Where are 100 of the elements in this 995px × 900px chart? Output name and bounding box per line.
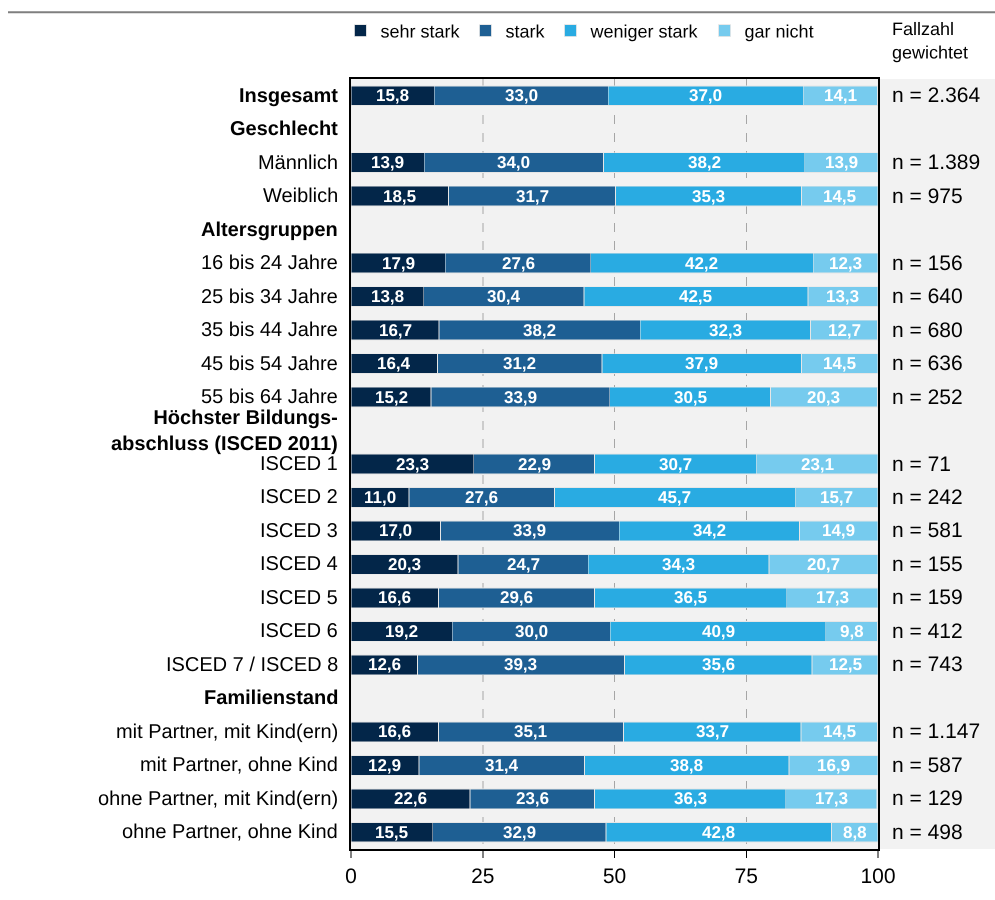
data-label: 17,0 <box>379 521 412 540</box>
data-label: 16,4 <box>377 354 411 373</box>
data-label: 15,7 <box>820 488 854 507</box>
y2-tick-label: n = 159 <box>892 586 963 609</box>
data-label: 23,1 <box>801 455 834 474</box>
y2-tick-label: n = 71 <box>892 453 951 476</box>
data-label: 31,2 <box>503 354 536 373</box>
data-label: 15,8 <box>376 86 410 105</box>
y2-tick-label: n = 498 <box>892 821 963 844</box>
y2-tick-label: n = 155 <box>892 553 963 576</box>
y2-tick-label: n = 1.389 <box>892 151 980 174</box>
data-label: 11,0 <box>364 488 396 507</box>
x-tick-label: 25 <box>471 864 494 888</box>
data-label: 40,9 <box>702 622 736 641</box>
data-label: 35,3 <box>692 187 726 206</box>
data-label: 37,0 <box>689 86 722 105</box>
data-label: 38,2 <box>688 153 722 172</box>
y-tick-label: 16 bis 24 Jahre <box>201 252 338 274</box>
data-label: 13,3 <box>826 287 860 306</box>
data-label: 15,2 <box>375 388 408 407</box>
y2-tick-label: n = 252 <box>892 386 963 409</box>
data-label: 14,1 <box>824 86 858 105</box>
data-label: 34,2 <box>693 521 726 540</box>
y-tick-label: Familienstand <box>204 687 338 709</box>
data-label: 37,9 <box>685 354 718 373</box>
y2-tick-label: n = 1.147 <box>892 720 980 743</box>
data-label: 33,9 <box>513 521 546 540</box>
y2-tick-label: n = 129 <box>892 787 963 810</box>
y-tick-label: Weiblich <box>263 185 338 207</box>
y-tick-label: 45 bis 54 Jahre <box>201 353 338 375</box>
data-label: 24,7 <box>507 555 540 574</box>
data-label: 12,7 <box>828 321 862 340</box>
y-tick-label: Insgesamt <box>239 85 338 107</box>
data-label: 18,5 <box>383 187 416 206</box>
legend-label: weniger stark <box>589 22 699 42</box>
legend-label: gar nicht <box>744 22 814 42</box>
data-label: 30,5 <box>674 388 708 407</box>
y-tick-label: mit Partner, mit Kind(ern) <box>116 721 338 743</box>
data-label: 32,3 <box>709 321 742 340</box>
data-label: 13,9 <box>825 153 858 172</box>
data-label: 31,7 <box>516 187 550 206</box>
data-label: 35,6 <box>702 655 736 674</box>
data-label: 14,9 <box>822 521 856 540</box>
data-label: 36,3 <box>674 789 708 808</box>
data-label: 42,5 <box>679 287 712 306</box>
data-label: 17,9 <box>382 254 416 273</box>
data-label: 30,4 <box>487 287 521 306</box>
x-tick-label: 0 <box>345 864 357 888</box>
data-label: 9,8 <box>840 622 864 641</box>
data-label: 17,3 <box>816 588 850 607</box>
data-label: 14,5 <box>823 187 856 206</box>
data-label: 12,3 <box>829 254 862 273</box>
data-label: 15,5 <box>375 823 408 842</box>
data-label: 16,9 <box>817 756 850 775</box>
data-label: 12,9 <box>368 756 402 775</box>
data-label: 35,1 <box>514 722 548 741</box>
data-label: 42,8 <box>702 823 736 842</box>
y-tick-label: ISCED 2 <box>260 486 338 508</box>
data-label: 27,6 <box>465 488 498 507</box>
y-tick-label: ohne Partner, mit Kind(ern) <box>98 788 338 810</box>
data-label: 20,7 <box>807 555 840 574</box>
y2-tick-label: n = 743 <box>892 653 963 676</box>
y2-tick-label: n = 2.364 <box>892 84 980 107</box>
y-tick-label: ohne Partner, ohne Kind <box>122 821 338 843</box>
data-label: 38,8 <box>670 756 704 775</box>
y-tick-label: ISCED 5 <box>260 587 338 609</box>
y-tick-label: ISCED 3 <box>260 520 338 542</box>
y-tick-label: 25 bis 34 Jahre <box>201 286 338 308</box>
y-tick-label: ISCED 1 <box>260 453 338 475</box>
y-tick-label: ISCED 7 / ISCED 8 <box>166 654 338 676</box>
y2-tick-label: n = 636 <box>892 352 963 375</box>
data-label: 16,7 <box>379 321 412 340</box>
y-tick-label: Höchster Bildungs- abschluss (ISCED 2011) <box>111 407 338 455</box>
data-label: 33,9 <box>504 388 538 407</box>
data-label: 8,8 <box>843 823 867 842</box>
data-label: 32,9 <box>503 823 536 842</box>
data-label: 17,3 <box>815 789 848 808</box>
data-label: 31,4 <box>485 756 519 775</box>
x-tick-label: 100 <box>860 864 896 888</box>
y-tick-label: mit Partner, ohne Kind <box>140 754 338 776</box>
data-label: 23,3 <box>396 455 430 474</box>
data-label: 45,7 <box>658 488 692 507</box>
y2-tick-label: n = 242 <box>892 486 963 509</box>
data-label: 20,3 <box>388 555 422 574</box>
data-label: 13,9 <box>371 153 404 172</box>
data-label: 19,2 <box>385 622 418 641</box>
data-label: 14,5 <box>823 722 856 741</box>
data-label: 30,7 <box>659 455 692 474</box>
x-tick-label: 75 <box>734 864 758 888</box>
legend-label: sehr stark <box>380 22 460 42</box>
data-label: 16,6 <box>378 722 412 741</box>
y2-tick-label: n = 156 <box>892 252 963 275</box>
y2-tick-label: n = 640 <box>892 285 963 308</box>
data-label: 33,7 <box>696 722 730 741</box>
data-label: 20,3 <box>807 388 840 407</box>
y2-tick-label: n = 975 <box>892 185 963 208</box>
y-tick-label: Altersgruppen <box>201 219 338 241</box>
y-tick-label: Geschlecht <box>230 118 338 140</box>
y-tick-label: ISCED 4 <box>260 553 338 575</box>
data-label: 36,5 <box>674 588 708 607</box>
